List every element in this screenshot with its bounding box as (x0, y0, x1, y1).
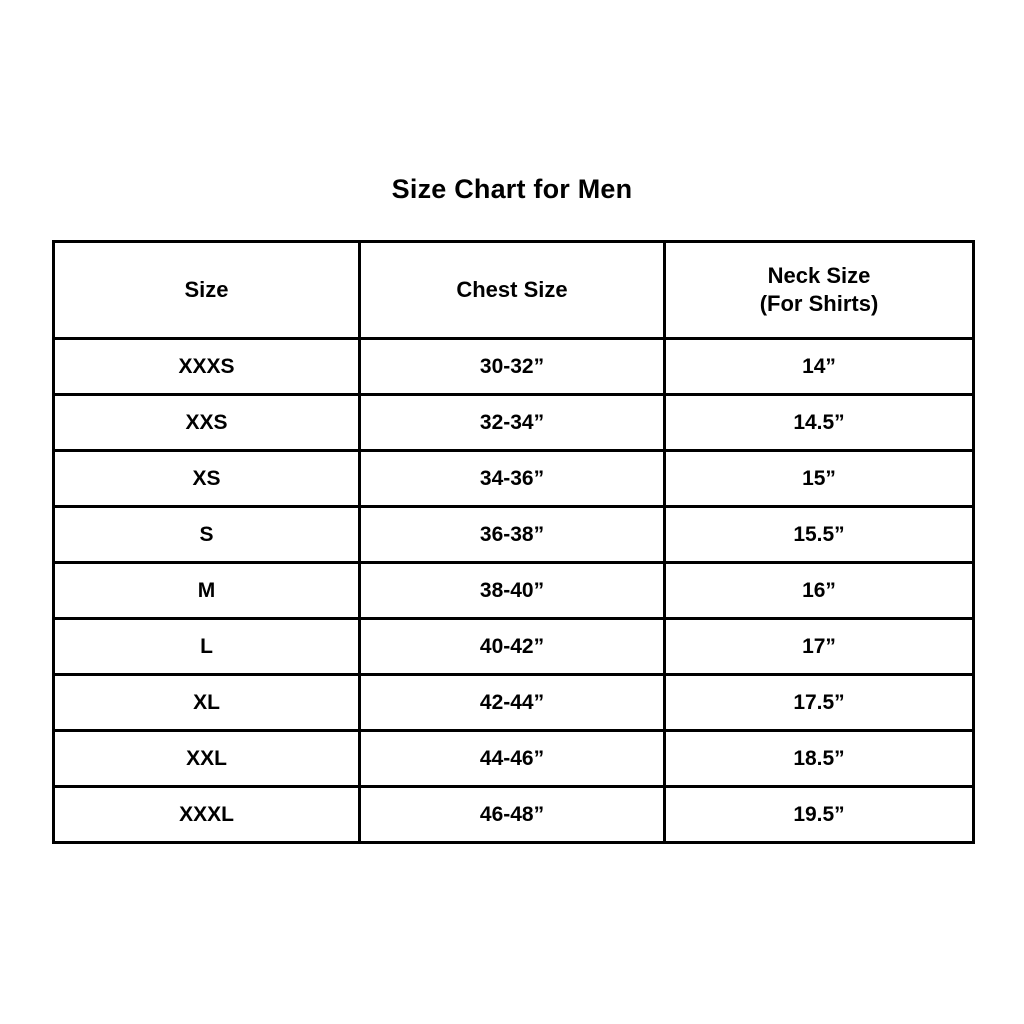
cell-size: L (52, 617, 361, 676)
cell-chest: 40-42” (358, 617, 666, 676)
column-header-size: Size (52, 240, 361, 340)
cell-chest: 42-44” (358, 673, 666, 732)
cell-chest: 44-46” (358, 729, 666, 788)
cell-size: XXS (52, 393, 361, 452)
cell-size: XXXS (52, 337, 361, 396)
table-header: Size Chest Size Neck Size (For Shirts) (52, 240, 975, 340)
column-header-chest-size-label: Chest Size (456, 277, 568, 302)
cell-neck: 17.5” (663, 673, 975, 732)
cell-size: XL (52, 673, 361, 732)
page-title: Size Chart for Men (391, 174, 633, 204)
table-row: L 40-42” 17” (52, 617, 975, 676)
cell-neck: 16” (663, 561, 975, 620)
cell-neck: 17” (663, 617, 975, 676)
cell-chest: 30-32” (358, 337, 666, 396)
cell-chest: 38-40” (358, 561, 666, 620)
column-header-neck-size-sublabel: (For Shirts) (759, 291, 879, 316)
cell-chest: 46-48” (358, 785, 666, 844)
cell-size: XS (52, 449, 361, 508)
table-row: XS 34-36” 15” (52, 449, 975, 508)
table-row: S 36-38” 15.5” (52, 505, 975, 564)
cell-neck: 18.5” (663, 729, 975, 788)
column-header-neck-size: Neck Size (For Shirts) (663, 240, 975, 340)
cell-chest: 34-36” (358, 449, 666, 508)
table-row: XXS 32-34” 14.5” (52, 393, 975, 452)
table-row: XXXL 46-48” 19.5” (52, 785, 975, 844)
table-header-row: Size Chest Size Neck Size (For Shirts) (52, 240, 975, 340)
table-row: XXL 44-46” 18.5” (52, 729, 975, 788)
cell-neck: 19.5” (663, 785, 975, 844)
cell-size: M (52, 561, 361, 620)
size-chart-table: Size Chest Size Neck Size (For Shirts) X… (52, 240, 975, 844)
table-row: XXXS 30-32” 14” (52, 337, 975, 396)
column-header-neck-size-label: Neck Size (767, 263, 871, 288)
cell-size: XXL (52, 729, 361, 788)
cell-chest: 36-38” (358, 505, 666, 564)
column-header-size-label: Size (184, 277, 229, 302)
table-row: M 38-40” 16” (52, 561, 975, 620)
cell-neck: 14.5” (663, 393, 975, 452)
table-row: XL 42-44” 17.5” (52, 673, 975, 732)
column-header-chest-size: Chest Size (358, 240, 666, 340)
cell-neck: 14” (663, 337, 975, 396)
table-body: XXXS 30-32” 14” XXS 32-34” 14.5” XS 34-3… (52, 337, 975, 844)
cell-size: XXXL (52, 785, 361, 844)
size-table-container: Size Chest Size Neck Size (For Shirts) X… (52, 240, 975, 844)
cell-neck: 15.5” (663, 505, 975, 564)
cell-neck: 15” (663, 449, 975, 508)
cell-chest: 32-34” (358, 393, 666, 452)
cell-size: S (52, 505, 361, 564)
